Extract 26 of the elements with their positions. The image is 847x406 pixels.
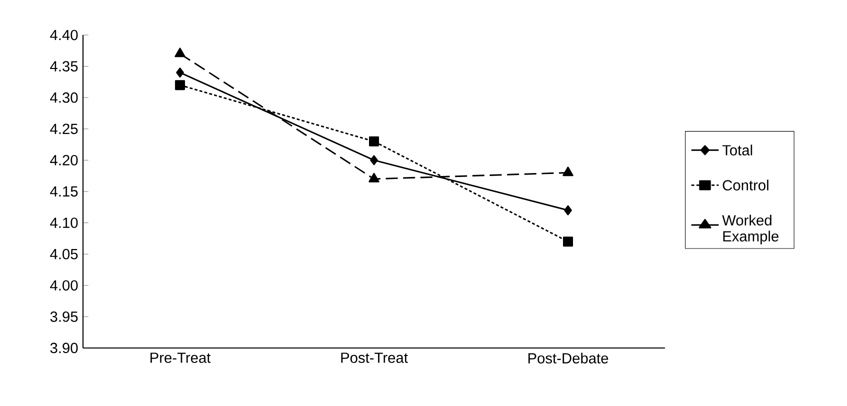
y-tick-label: 4.30: [50, 92, 78, 103]
point: [369, 136, 379, 146]
y-tick-label: 4.10: [50, 218, 78, 228]
y-tick-label: 3.90: [50, 342, 78, 354]
y-tick-label: 4.05: [50, 248, 78, 260]
legend-label: Worked Example: [722, 214, 778, 244]
point: [562, 236, 573, 247]
y-tick-label: 4.40: [50, 30, 78, 40]
y-tick-label: 3.95: [50, 312, 78, 322]
legend-label: Control: [722, 180, 768, 190]
y-tick-label: 4.15: [50, 186, 78, 197]
x-tick-label: Pre-Treat: [150, 352, 211, 363]
point: [562, 166, 574, 176]
y-tick-label: 4.35: [50, 61, 78, 72]
x-tick-label: Post-Debate: [528, 352, 608, 364]
point: [370, 155, 378, 166]
point: [564, 205, 572, 216]
point: [176, 68, 184, 78]
y-tick-label: 4.20: [50, 155, 78, 166]
y-tick-label: 4.25: [50, 124, 78, 134]
point: [174, 48, 186, 58]
x-tick-label: Post-Treat: [341, 352, 408, 363]
point: [175, 80, 186, 90]
y-tick-label: 4.00: [50, 280, 78, 291]
point: [368, 172, 380, 182]
legend-label: Total: [722, 144, 752, 156]
